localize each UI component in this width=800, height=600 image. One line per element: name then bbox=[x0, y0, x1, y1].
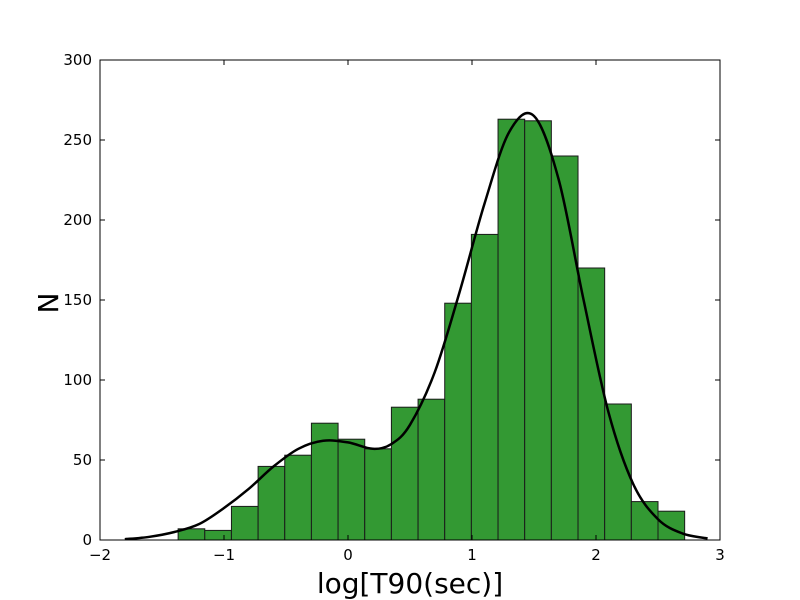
x-tick-label: 2 bbox=[591, 546, 601, 564]
x-tick-label: −1 bbox=[213, 546, 235, 564]
y-axis: 0 50 100 150 200 250 300 bbox=[63, 51, 720, 549]
x-tick-label: 1 bbox=[467, 546, 477, 564]
fit-curve bbox=[124, 111, 708, 541]
histogram-bar bbox=[284, 454, 312, 541]
y-tick-label: 300 bbox=[63, 51, 92, 69]
histogram-bar bbox=[550, 155, 579, 541]
histogram-bar bbox=[204, 529, 232, 541]
x-axis-label: log[T90(sec)] bbox=[317, 567, 503, 600]
y-tick-label: 50 bbox=[73, 451, 92, 469]
x-tick-label: 3 bbox=[715, 546, 725, 564]
y-tick-label: 100 bbox=[63, 371, 92, 389]
histogram-bar bbox=[524, 120, 552, 541]
histogram-bar bbox=[497, 118, 526, 541]
x-tick-label: −2 bbox=[89, 546, 111, 564]
histogram-bar bbox=[364, 448, 392, 541]
histogram-bar bbox=[444, 302, 472, 541]
y-tick-label: 200 bbox=[63, 211, 92, 229]
histogram-bar bbox=[337, 438, 366, 541]
histogram-bar bbox=[577, 267, 606, 541]
histogram-bar bbox=[630, 501, 659, 541]
histogram-bar bbox=[470, 233, 499, 541]
y-tick-label: 0 bbox=[82, 531, 92, 549]
histogram-bar bbox=[417, 398, 446, 541]
y-axis-label: N bbox=[32, 293, 65, 314]
y-tick-label: 150 bbox=[63, 291, 92, 309]
x-axis: −2 −1 0 1 2 3 bbox=[89, 60, 725, 564]
histogram-bar bbox=[230, 505, 259, 541]
x-tick-label: 0 bbox=[343, 546, 353, 564]
histogram-bar bbox=[390, 406, 419, 541]
histogram-bar bbox=[657, 510, 686, 541]
y-tick-label: 250 bbox=[63, 131, 92, 149]
histogram-bars bbox=[177, 118, 686, 541]
